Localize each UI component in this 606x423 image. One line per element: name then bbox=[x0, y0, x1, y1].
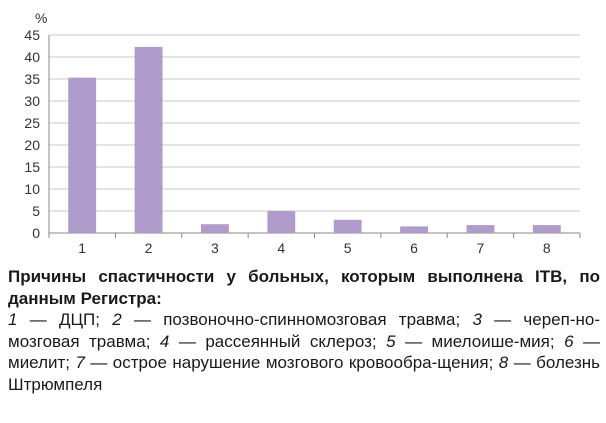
x-tick-label: 1 bbox=[78, 240, 86, 256]
bar-1 bbox=[68, 77, 97, 234]
bar-2 bbox=[134, 46, 163, 233]
caption-item: 7 — острое нарушение мозгового кровообра… bbox=[75, 353, 498, 372]
bar-4 bbox=[267, 211, 296, 233]
bars bbox=[68, 46, 561, 234]
y-tick-label: 20 bbox=[24, 137, 40, 153]
y-tick-label: 45 bbox=[24, 27, 40, 43]
caption-item-text: — череп-но-мозговая травма; bbox=[8, 310, 600, 351]
caption-item-number: 8 bbox=[498, 353, 509, 372]
y-tick-label: 35 bbox=[24, 71, 40, 87]
x-tick-label: 5 bbox=[344, 240, 352, 256]
y-tick-label: 25 bbox=[24, 115, 40, 131]
caption-item-text: — рассеянный склероз; bbox=[169, 331, 387, 351]
caption-item: 6 — миелит; bbox=[8, 332, 600, 373]
y-tick-label: 30 bbox=[24, 93, 40, 109]
caption-item-number: 5 bbox=[386, 331, 396, 351]
figure-caption: Причины спастичности у больных, которым … bbox=[8, 266, 600, 395]
caption-item-text: — позвоночно-спинномозговая травма; bbox=[121, 310, 473, 329]
caption-legend: 1 — ДЦП; 2 — позвоночно-спинномозговая т… bbox=[8, 309, 600, 395]
bar-5 bbox=[333, 219, 362, 233]
y-tick-label: 0 bbox=[32, 225, 40, 241]
caption-item: 2 — позвоночно-спинномозговая травма; bbox=[112, 310, 472, 329]
x-tick-label: 4 bbox=[277, 240, 285, 256]
caption-item-text: — миелит; bbox=[8, 331, 601, 373]
x-tick-label: 3 bbox=[211, 240, 219, 256]
caption-title: Причины спастичности у больных, которым … bbox=[8, 267, 600, 308]
y-tick-label: 40 bbox=[24, 49, 40, 65]
y-tick-label: 10 bbox=[24, 181, 40, 197]
caption-item-number: 3 bbox=[472, 310, 482, 329]
caption-item-number: 7 bbox=[75, 353, 85, 372]
caption-item: 3 — череп-но-мозговая травма; bbox=[8, 310, 600, 351]
x-tick-label: 7 bbox=[477, 240, 485, 256]
caption-item-number: 6 bbox=[564, 331, 574, 351]
caption-item: 8 — болезнь Штрюмпеля bbox=[8, 353, 600, 394]
x-tick-label: 6 bbox=[410, 240, 418, 256]
y-tick-labels: 0 5 10 15 20 25 30 35 40 45 bbox=[24, 27, 40, 241]
y-tick-label: 5 bbox=[32, 203, 40, 219]
y-tick-label: 15 bbox=[24, 159, 40, 175]
caption-item-number: 4 bbox=[159, 331, 170, 351]
y-axis-unit: % bbox=[35, 10, 47, 26]
caption-item: 1 — ДЦП; bbox=[8, 310, 112, 329]
x-tick-labels: 1 2 3 4 5 6 7 8 bbox=[78, 240, 551, 256]
x-tick-label: 8 bbox=[543, 240, 551, 256]
grid-lines bbox=[48, 34, 581, 238]
caption-item-text: — болезнь Штрюмпеля bbox=[8, 353, 600, 394]
caption-item-number: 1 bbox=[8, 310, 18, 329]
bar-8 bbox=[532, 225, 561, 233]
caption-item: 5 — миелоише-мия; bbox=[386, 332, 564, 351]
caption-item-number: 2 bbox=[112, 310, 122, 329]
caption-item-text: — острое нарушение мозгового кровообра-щ… bbox=[84, 353, 499, 372]
caption-item-text: — ДЦП; bbox=[17, 310, 113, 329]
bar-3 bbox=[200, 224, 229, 233]
bar-6 bbox=[400, 226, 429, 233]
bar-7 bbox=[466, 225, 495, 233]
caption-item: 4 — рассеянный склероз; bbox=[160, 332, 386, 351]
caption-item-text: — миелоише-мия; bbox=[395, 331, 565, 351]
x-tick-label: 2 bbox=[145, 240, 153, 256]
